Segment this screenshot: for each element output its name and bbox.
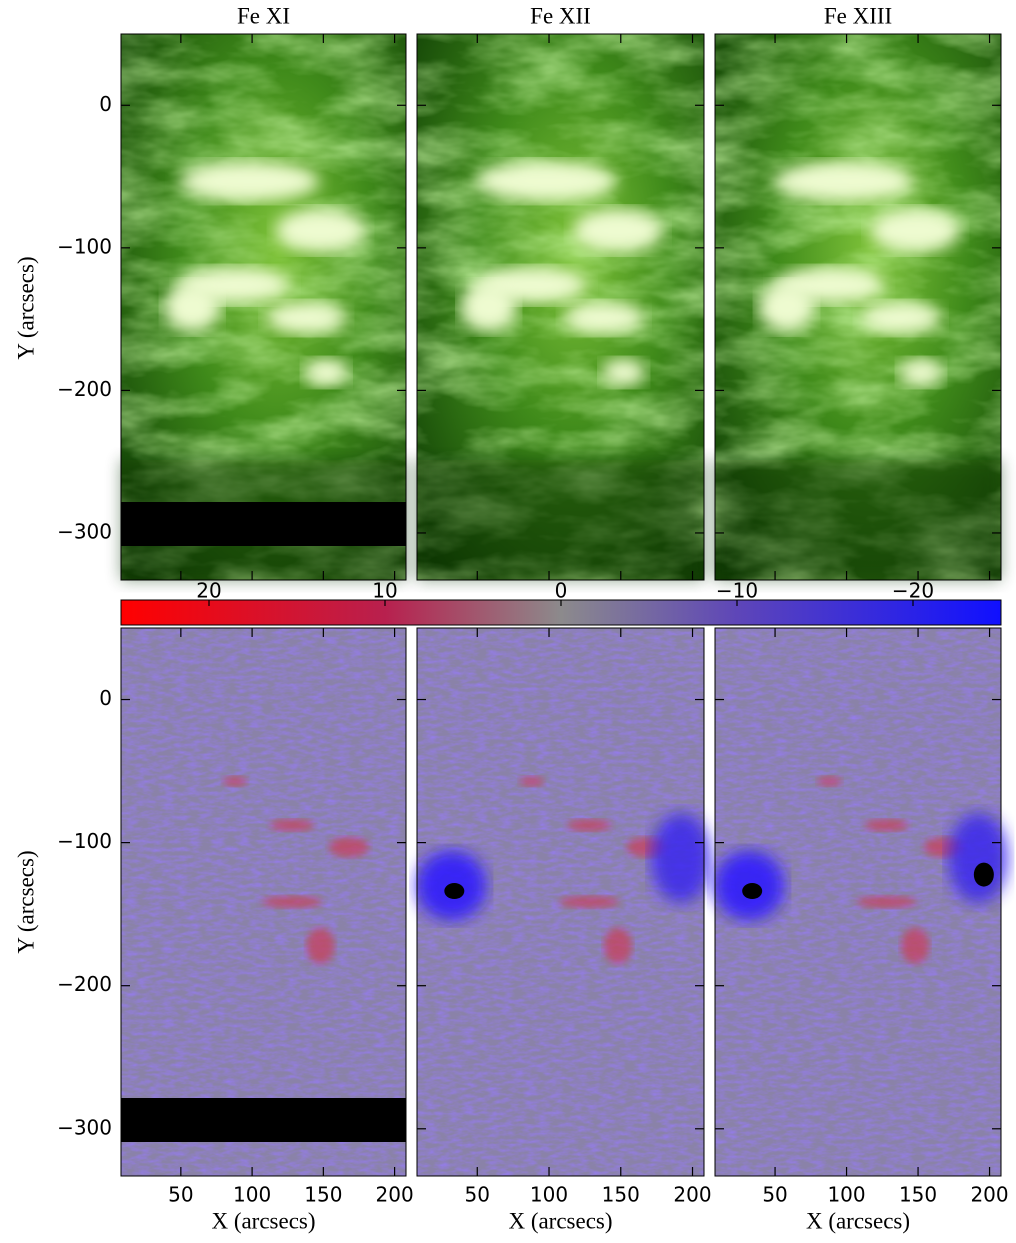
x-tick-label: 200 bbox=[673, 1183, 711, 1207]
bright-region bbox=[861, 302, 941, 334]
colorbar-tick-label: 20 bbox=[196, 579, 221, 603]
redshift-region bbox=[604, 928, 632, 964]
bright-region bbox=[602, 359, 646, 387]
bright-region bbox=[870, 209, 960, 253]
image-dark bbox=[715, 460, 1001, 580]
velocity-image bbox=[121, 628, 406, 1176]
colorbar-tick-label: −10 bbox=[716, 579, 758, 603]
panel-title: Fe XI bbox=[237, 3, 290, 28]
saturated-spot bbox=[444, 883, 464, 899]
bright-region bbox=[899, 359, 943, 387]
y-axis-label: Y (arcsecs) bbox=[13, 850, 38, 953]
blueshift-region bbox=[948, 813, 1008, 903]
redshift-region bbox=[857, 896, 917, 908]
redshift-region bbox=[817, 776, 841, 786]
redshift-region bbox=[520, 776, 544, 786]
blueshift-region bbox=[651, 813, 711, 903]
x-tick-label: 200 bbox=[970, 1183, 1008, 1207]
colorbar-tick-label: −20 bbox=[892, 579, 934, 603]
figure: Y (arcsecs) Y (arcsecs) Fe XI0−100−200−3… bbox=[0, 0, 1016, 1243]
x-axis-label: X (arcsecs) bbox=[211, 1208, 315, 1233]
x-tick-label: 200 bbox=[376, 1183, 414, 1207]
missing-data bbox=[121, 502, 406, 546]
colorbar-tick-label: 0 bbox=[555, 579, 568, 603]
redshift-region bbox=[559, 896, 619, 908]
x-tick-label: 100 bbox=[827, 1183, 865, 1207]
colorbar-tick-label: 10 bbox=[372, 579, 397, 603]
x-tick-label: 150 bbox=[304, 1183, 342, 1207]
panel-title: Fe XII bbox=[530, 3, 591, 28]
y-tick-label: −200 bbox=[57, 972, 112, 996]
redshift-region bbox=[567, 819, 611, 831]
saturated-spot bbox=[974, 863, 994, 887]
bright-region bbox=[266, 302, 346, 334]
x-tick-label: 50 bbox=[465, 1183, 490, 1207]
bright-region bbox=[476, 161, 616, 201]
y-tick-label: −100 bbox=[57, 829, 112, 853]
redshift-region bbox=[901, 928, 929, 964]
bright-region bbox=[179, 161, 319, 201]
y-tick-label: −100 bbox=[57, 234, 112, 258]
bright-region bbox=[461, 282, 517, 332]
x-axis-label: X (arcsecs) bbox=[508, 1208, 612, 1233]
missing-data bbox=[121, 1098, 406, 1142]
bright-region bbox=[573, 209, 663, 253]
bright-region bbox=[564, 302, 644, 334]
x-tick-label: 150 bbox=[899, 1183, 937, 1207]
bright-region bbox=[164, 282, 220, 332]
bright-region bbox=[774, 161, 914, 201]
intensity-image bbox=[715, 34, 1001, 580]
velocity-image bbox=[416, 628, 711, 1176]
x-axis-label: X (arcsecs) bbox=[806, 1208, 910, 1233]
saturated-spot bbox=[742, 883, 762, 899]
bright-region bbox=[759, 282, 815, 332]
redshift-region bbox=[329, 837, 369, 857]
y-tick-label: −200 bbox=[57, 377, 112, 401]
y-tick-label: −300 bbox=[57, 519, 112, 543]
x-tick-label: 100 bbox=[233, 1183, 271, 1207]
velocity-image bbox=[714, 628, 1008, 1176]
redshift-region bbox=[262, 896, 322, 908]
intensity-image bbox=[417, 34, 704, 580]
x-tick-label: 50 bbox=[762, 1183, 787, 1207]
image-dark bbox=[417, 460, 704, 580]
redshift-region bbox=[307, 928, 335, 964]
y-tick-label: 0 bbox=[99, 92, 112, 116]
redshift-region bbox=[865, 819, 909, 831]
bright-region bbox=[276, 209, 366, 253]
intensity-image bbox=[121, 34, 406, 580]
redshift-region bbox=[223, 776, 247, 786]
x-tick-label: 100 bbox=[530, 1183, 568, 1207]
y-axis-label: Y (arcsecs) bbox=[13, 256, 38, 359]
panel-title: Fe XIII bbox=[824, 3, 892, 28]
x-tick-label: 50 bbox=[168, 1183, 193, 1207]
redshift-region bbox=[270, 819, 314, 831]
x-tick-label: 150 bbox=[602, 1183, 640, 1207]
y-tick-label: 0 bbox=[99, 686, 112, 710]
bright-region bbox=[304, 359, 348, 387]
y-tick-label: −300 bbox=[57, 1115, 112, 1139]
